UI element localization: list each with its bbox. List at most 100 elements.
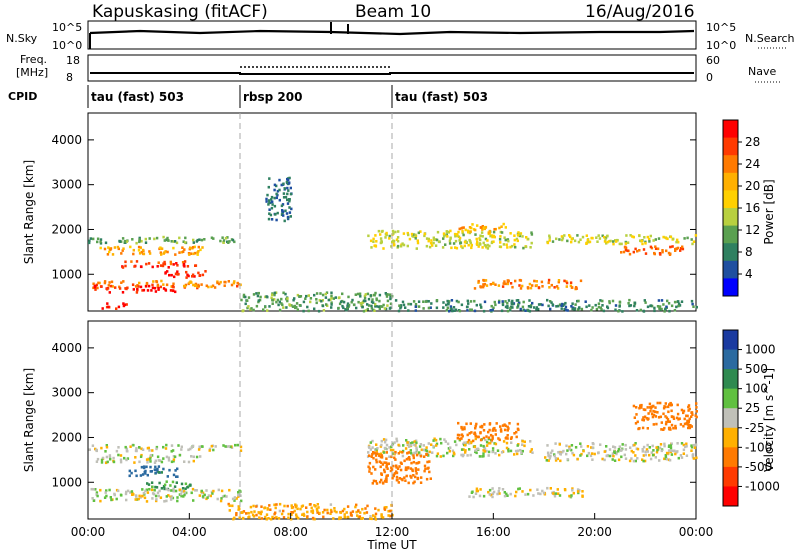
vel-data-cell [160,460,164,464]
power-data-cell [172,246,175,250]
power-data-cell [454,239,458,243]
power-data-cell [606,306,610,310]
power-data-cell [183,248,186,251]
nave-tick-top: 60 [706,54,720,67]
vel-data-cell [495,422,498,425]
vel-data-cell [670,415,674,419]
power-data-cell [290,207,293,211]
power-data-cell [97,281,100,285]
power-data-cell [402,243,406,247]
vel-data-cell [654,410,657,414]
power-data-cell [278,308,282,312]
power-data-cell [144,241,148,244]
power-data-cell [493,235,496,239]
power-data-cell [287,178,290,182]
vel-data-cell [453,440,457,443]
power-data-cell [467,243,470,247]
vel-data-cell [470,431,473,434]
power-data-cell [267,217,271,221]
power-data-cell [168,273,171,277]
vel-data-cell [403,459,406,463]
vel-data-cell [157,465,161,468]
power-data-cell [375,297,378,300]
vel-data-cell [203,493,206,497]
power-data-cell [632,250,635,254]
power-data-cell [674,247,677,251]
vel-data-cell [207,494,211,497]
vel-data-cell [108,488,111,492]
power-data-cell [363,294,367,298]
power-data-cell [641,242,644,246]
vel-data-cell [306,510,309,514]
vel-data-cell [145,488,148,492]
power-data-cell [569,284,573,288]
vel-data-cell [370,517,374,521]
power-data-cell [597,234,600,237]
vel-data-cell [459,437,462,441]
vel-data-cell [568,445,571,449]
power-data-cell [501,285,505,288]
power-data-cell [595,307,599,311]
power-data-cell [489,234,492,238]
vel-data-cell [620,448,623,451]
vel-data-cell [154,494,158,498]
vel-data-cell [488,422,492,425]
vel-data-cell [645,448,649,451]
vel-data-cell [558,494,562,497]
vel-data-cell [414,469,418,473]
power-data-cell [646,305,650,309]
power-data-cell [159,285,162,289]
power-data-cell [372,240,375,243]
power-data-cell [506,302,509,305]
vel-data-cell [379,452,383,456]
power-data-cell [399,304,403,307]
vel-data-cell [316,511,319,514]
vel-data-cell [372,456,375,460]
power-data-cell [233,280,236,283]
vel-data-cell [140,453,143,457]
vel-data-cell [642,459,645,463]
power-data-cell [458,236,462,240]
vel-data-cell [410,443,413,447]
power-data-cell [135,291,139,294]
vel-data-cell [190,491,193,495]
power-data-cell [450,246,453,250]
power-data-cell [351,298,354,302]
vel-data-cell [303,514,306,517]
power-data-cell [118,240,122,243]
vel-data-cell [460,437,463,440]
vel-data-cell [270,517,273,521]
power-data-cell [88,241,91,245]
vel-data-cell [641,448,644,451]
vel-data-cell [694,443,698,447]
power-data-cell [270,195,274,199]
power-data-cell [191,273,195,277]
vel-data-cell [399,468,403,472]
vel-data-cell [633,416,636,419]
vel-data-cell [406,451,409,455]
vel-data-cell [155,486,159,489]
power-data-cell [430,302,433,305]
power-data-cell [690,238,693,241]
vel-data-cell [505,446,509,450]
vel-data-cell [192,499,195,502]
power-data-cell [667,251,671,255]
power-data-cell [525,236,528,239]
y-tick-label: 1000 [51,475,82,489]
vel-data-cell [475,487,479,491]
power-data-cell [106,253,110,256]
vel-data-cell [422,444,425,447]
power-data-cell [257,291,260,295]
power-data-cell [359,302,363,305]
power-data-cell [377,305,380,308]
vel-data-cell [663,444,666,448]
power-data-cell [481,225,484,228]
power-data-cell [213,286,217,289]
vel-data-cell [546,486,549,490]
vel-data-cell [286,504,289,508]
vel-data-cell [549,451,553,455]
vel-data-cell [242,516,245,520]
power-data-cell [692,305,695,308]
power-data-cell [135,260,139,263]
vel-data-cell [648,402,652,406]
